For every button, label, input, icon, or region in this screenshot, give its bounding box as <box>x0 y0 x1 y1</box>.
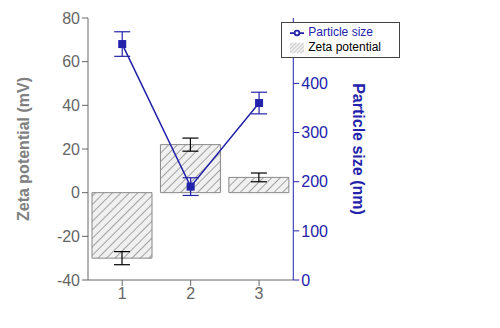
svg-text:500: 500 <box>301 26 328 43</box>
svg-text:20: 20 <box>62 141 80 158</box>
svg-text:200: 200 <box>301 173 328 190</box>
svg-text:Zeta potential (mV): Zeta potential (mV) <box>15 77 32 221</box>
svg-text:60: 60 <box>62 53 80 70</box>
svg-text:0: 0 <box>301 272 310 289</box>
svg-text:0: 0 <box>71 184 80 201</box>
svg-text:300: 300 <box>301 124 328 141</box>
svg-text:80: 80 <box>62 10 80 27</box>
svg-text:40: 40 <box>62 97 80 114</box>
svg-text:400: 400 <box>301 75 328 92</box>
svg-text:-20: -20 <box>57 228 80 245</box>
svg-text:1: 1 <box>118 285 127 302</box>
svg-text:100: 100 <box>301 223 328 240</box>
svg-text:Particle size (nm): Particle size (nm) <box>350 83 367 215</box>
svg-text:-40: -40 <box>57 272 80 289</box>
svg-text:3: 3 <box>255 285 264 302</box>
svg-text:2: 2 <box>186 285 195 302</box>
